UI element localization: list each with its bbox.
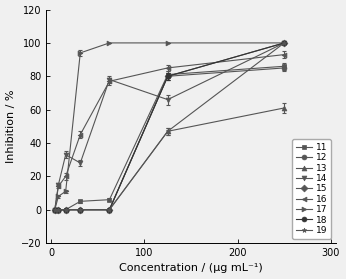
15 — [53, 208, 57, 211]
14 — [64, 153, 68, 156]
Line: 13: 13 — [52, 105, 287, 212]
17 — [64, 190, 68, 193]
12 — [107, 208, 111, 211]
Legend: 11, 12, 13, 14, 15, 16, 17, 18, 19: 11, 12, 13, 14, 15, 16, 17, 18, 19 — [292, 140, 331, 239]
18 — [78, 208, 82, 211]
14 — [282, 41, 286, 45]
19 — [107, 208, 111, 211]
18 — [53, 208, 57, 211]
13 — [53, 208, 57, 211]
Y-axis label: Inhibition / %: Inhibition / % — [6, 90, 16, 163]
13 — [56, 208, 61, 211]
13 — [64, 208, 68, 211]
X-axis label: Concentration / (μg mL⁻¹): Concentration / (μg mL⁻¹) — [119, 263, 263, 273]
Line: 16: 16 — [52, 52, 287, 212]
18 — [64, 208, 68, 211]
19 — [56, 208, 61, 211]
Line: 17: 17 — [52, 40, 287, 212]
14 — [166, 98, 170, 101]
Line: 18: 18 — [52, 40, 287, 212]
18 — [56, 208, 61, 211]
15 — [56, 208, 61, 211]
14 — [107, 78, 111, 81]
17 — [282, 41, 286, 45]
16 — [53, 208, 57, 211]
16 — [78, 133, 82, 136]
18 — [166, 74, 170, 78]
17 — [53, 208, 57, 211]
14 — [78, 161, 82, 165]
19 — [53, 208, 57, 211]
11 — [107, 198, 111, 201]
Line: 19: 19 — [52, 40, 287, 212]
16 — [64, 175, 68, 178]
13 — [282, 106, 286, 110]
14 — [53, 208, 57, 211]
13 — [166, 130, 170, 133]
19 — [166, 130, 170, 133]
15 — [107, 208, 111, 211]
11 — [64, 208, 68, 211]
16 — [282, 53, 286, 56]
Line: 14: 14 — [52, 40, 287, 212]
19 — [78, 208, 82, 211]
14 — [56, 183, 61, 186]
12 — [282, 66, 286, 69]
11 — [166, 73, 170, 76]
12 — [64, 208, 68, 211]
11 — [56, 208, 61, 211]
17 — [166, 41, 170, 45]
15 — [64, 208, 68, 211]
Line: 15: 15 — [52, 40, 287, 212]
Line: 12: 12 — [52, 66, 287, 212]
Line: 11: 11 — [52, 64, 287, 212]
11 — [53, 208, 57, 211]
17 — [78, 51, 82, 55]
15 — [282, 41, 286, 45]
19 — [282, 41, 286, 45]
16 — [107, 80, 111, 83]
16 — [166, 66, 170, 69]
17 — [56, 195, 61, 198]
11 — [78, 200, 82, 203]
12 — [53, 208, 57, 211]
12 — [166, 74, 170, 78]
11 — [282, 64, 286, 68]
13 — [107, 208, 111, 211]
16 — [56, 185, 61, 188]
18 — [282, 41, 286, 45]
19 — [64, 208, 68, 211]
15 — [166, 74, 170, 78]
12 — [56, 208, 61, 211]
13 — [78, 208, 82, 211]
12 — [78, 208, 82, 211]
15 — [78, 208, 82, 211]
17 — [107, 41, 111, 45]
18 — [107, 208, 111, 211]
